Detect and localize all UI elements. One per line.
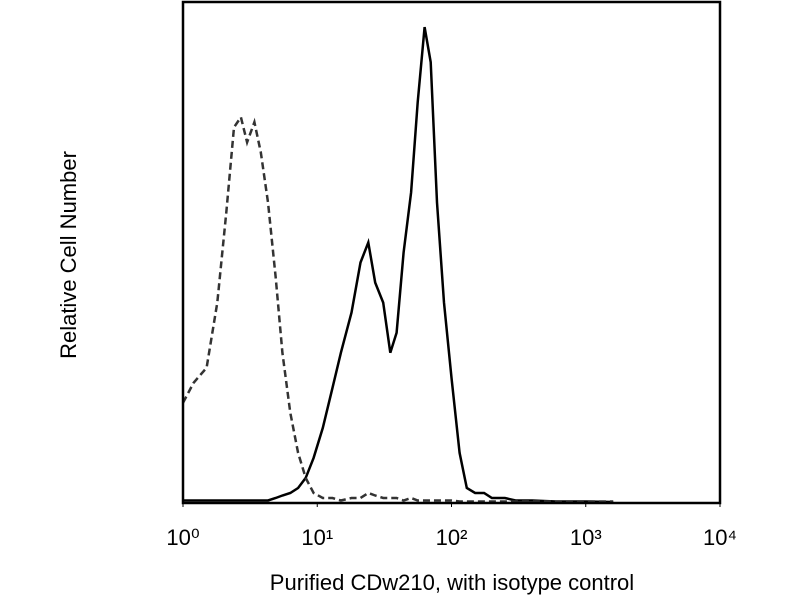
histogram-line xyxy=(183,26,614,504)
histogram-line xyxy=(181,114,614,503)
x-tick-label: 10² xyxy=(436,525,468,550)
x-tick-label: 10⁴ xyxy=(703,525,737,550)
y-axis-label: Relative Cell Number xyxy=(56,151,81,359)
plot-frame xyxy=(181,0,722,505)
x-tick-label: 10⁰ xyxy=(166,525,199,550)
x-axis-label: Purified CDw210, with isotype control xyxy=(270,570,634,595)
x-tick-label: 10³ xyxy=(570,525,602,550)
x-tick-label: 10¹ xyxy=(301,525,333,550)
